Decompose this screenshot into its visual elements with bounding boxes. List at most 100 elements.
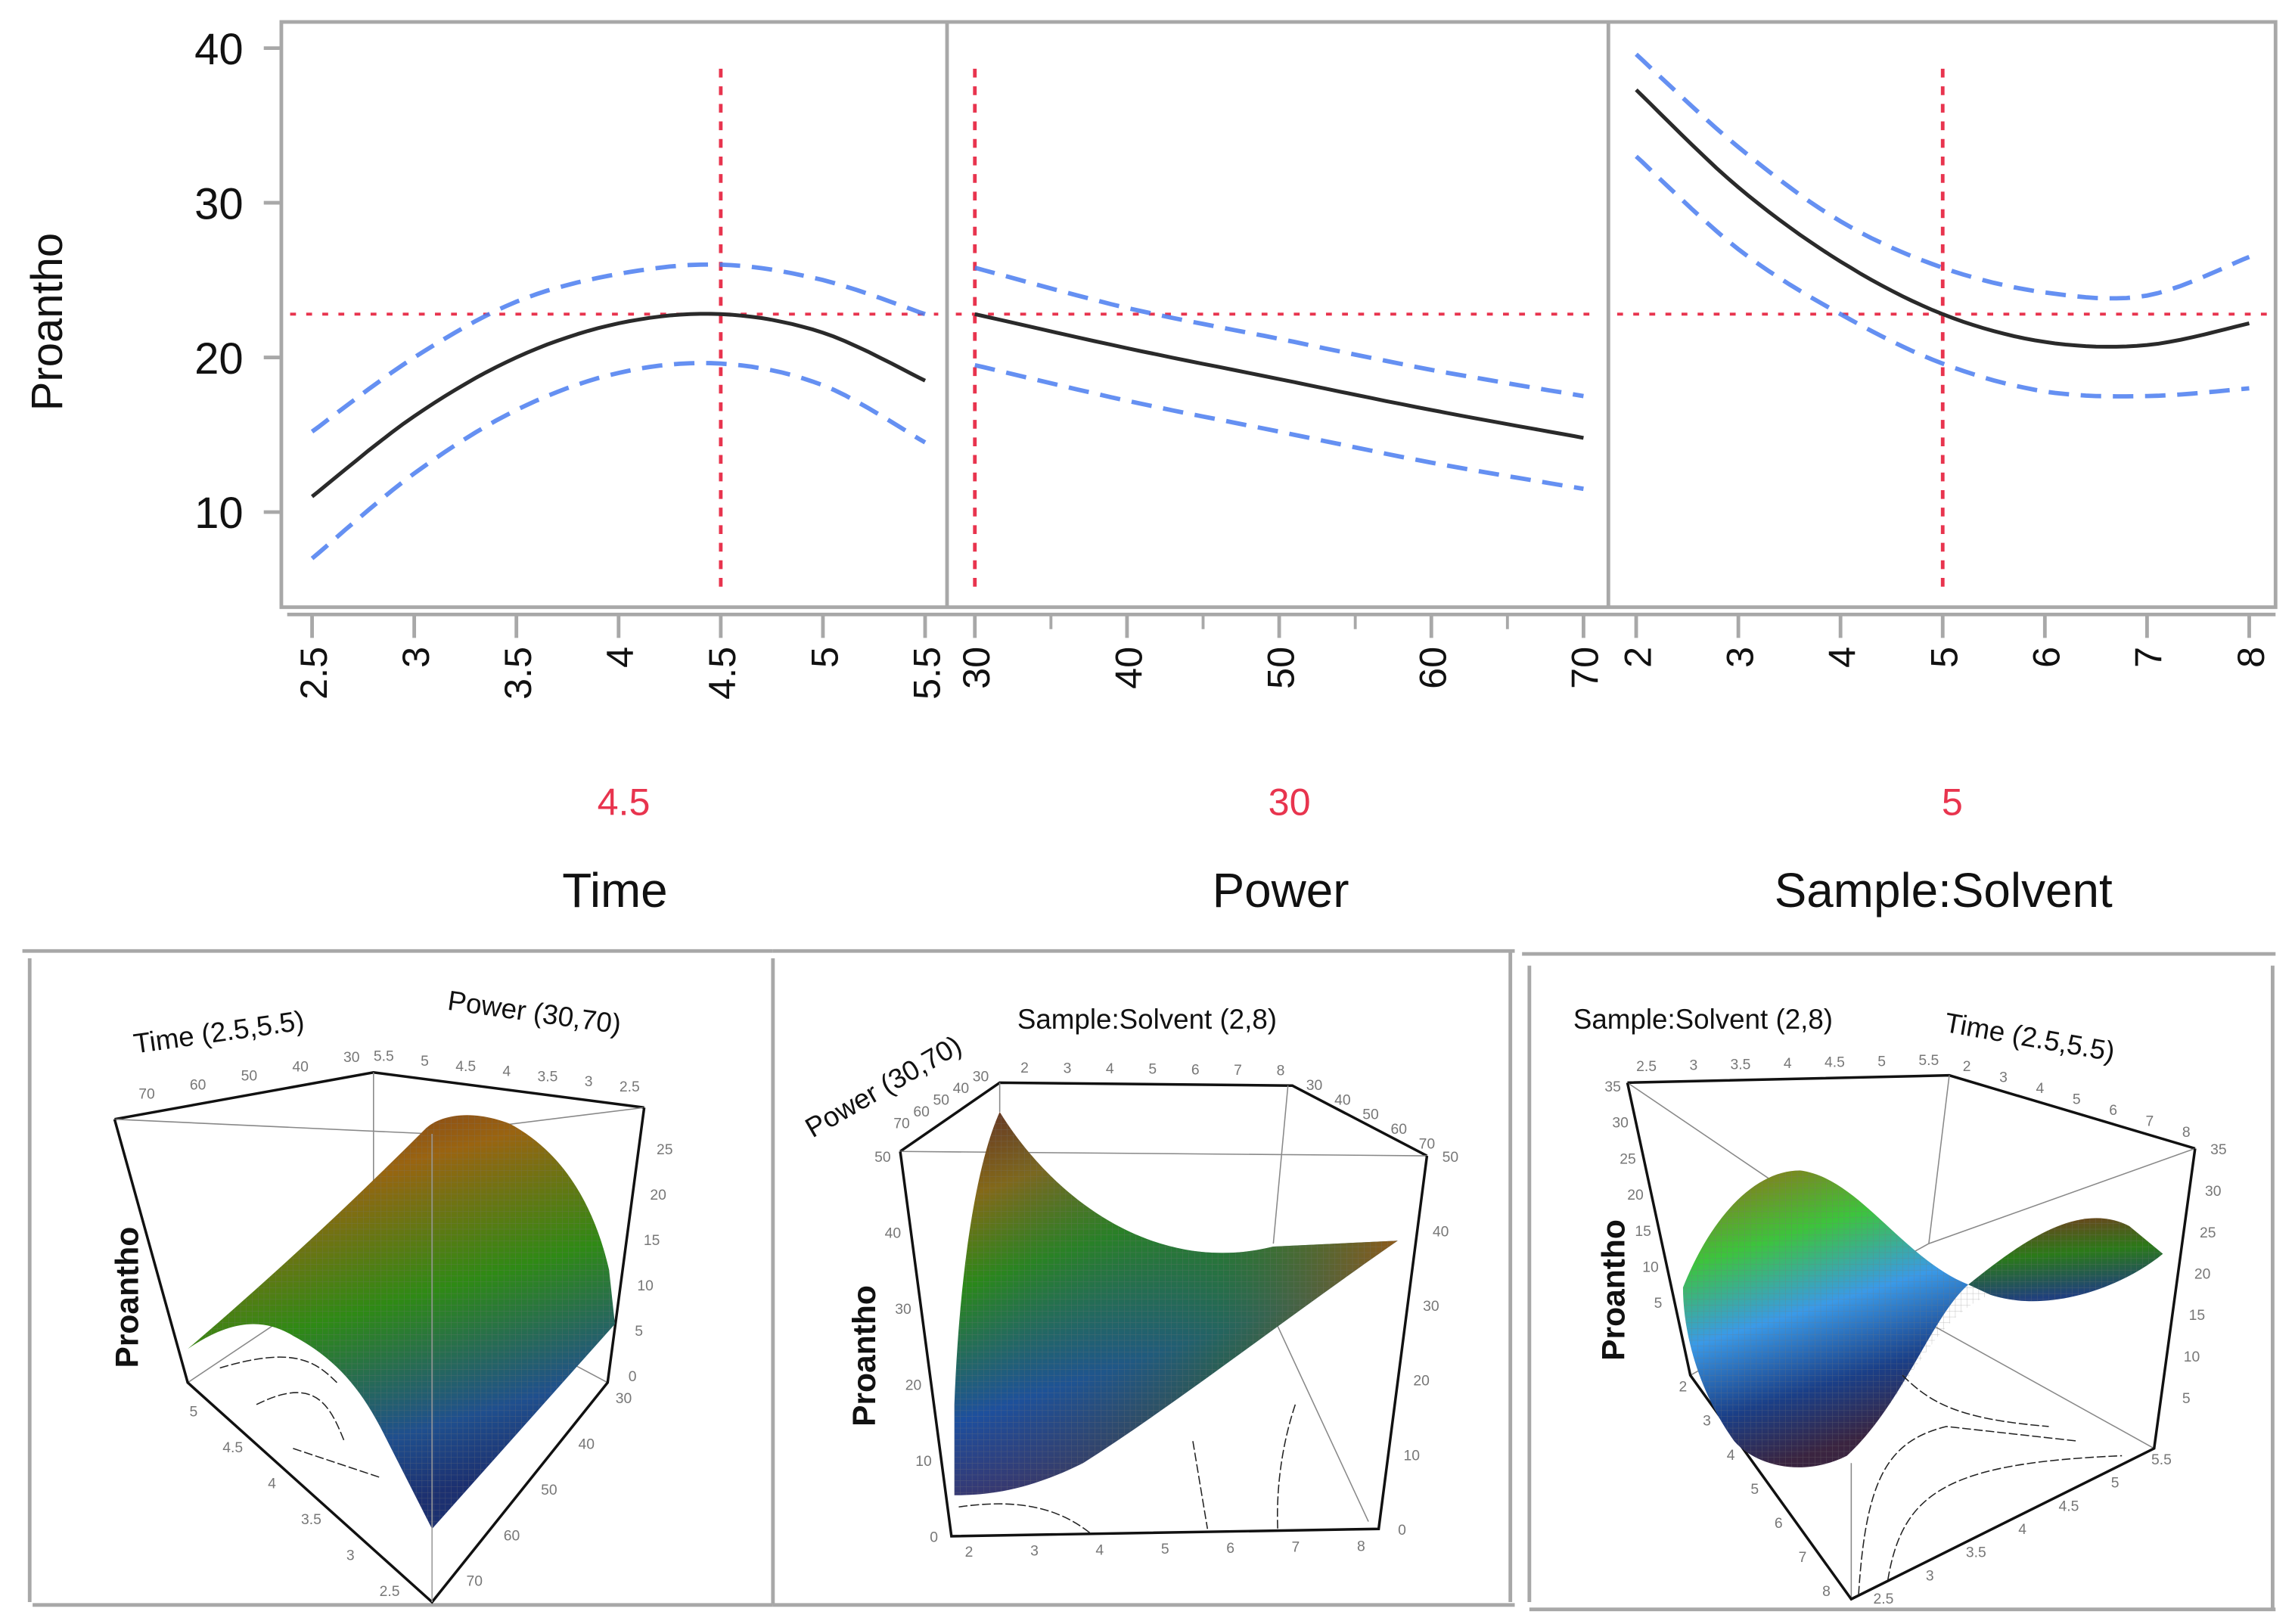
surface-tick-label: 2.5 [1873, 1591, 1893, 1607]
surface-tick-label: 50 [874, 1149, 891, 1166]
surface-tick-label: 30 [1612, 1115, 1628, 1132]
surface-tick-label: 5.5 [2151, 1452, 2172, 1468]
surface-tick-label: 70 [1419, 1135, 1436, 1152]
axis-title-solvent: Sample:Solvent (2,8) [1017, 1004, 1277, 1035]
axis-title-solvent: Sample:Solvent (2,8) [1573, 1004, 1833, 1035]
current-value[interactable]: 4.5 [598, 780, 651, 823]
upper-ci-curve [310, 262, 926, 433]
surface-tick-label: 60 [504, 1527, 520, 1544]
surface-tick-label: 10 [637, 1278, 654, 1294]
surface-tick-label: 15 [2189, 1307, 2206, 1324]
axis-title-power: Power (30,70) [800, 1029, 967, 1144]
surface-tick-label: 40 [953, 1080, 970, 1097]
surface-plot-solvent-power: Power (30,70) Sample:Solvent (2,8) Proan… [771, 949, 1515, 1607]
x-tick-label: 5 [1923, 647, 1966, 668]
panel-border [1522, 952, 2276, 1612]
surface-tick-label: 6 [1191, 1061, 1200, 1078]
surface-tick-label: 60 [913, 1104, 930, 1120]
surface-tick-label: 40 [1334, 1091, 1351, 1108]
surface-tick-label: 15 [644, 1232, 660, 1249]
current-value[interactable]: 30 [1269, 780, 1311, 823]
axis-title-power: Power (30,70) [446, 985, 623, 1040]
surface-tick-label: 7 [1234, 1062, 1242, 1079]
predicted-curve [310, 312, 927, 498]
surface-tick-label: 2.5 [620, 1079, 640, 1095]
surface-mesh [1682, 1170, 2163, 1467]
x-tick-label: 5.5 [905, 647, 948, 700]
surface-tick-label: 4.5 [222, 1439, 243, 1456]
surface-tick-label: 40 [885, 1225, 902, 1241]
surface-tick-label: 3 [1064, 1060, 1072, 1076]
upper-ci-curve [1635, 52, 2250, 301]
plot-frame [279, 20, 2278, 610]
surface-tick-label: 5.5 [374, 1048, 394, 1064]
surface-tick-label: 7 [2146, 1113, 2154, 1129]
surface-plot-solvent-time: Sample:Solvent (2,8) Time (2.5,5.5) Proa… [1522, 952, 2276, 1612]
surface-tick-label: 30 [973, 1068, 989, 1085]
x-tick-label: 4.5 [700, 647, 744, 700]
y-axis: 10 20 30 40 [194, 25, 281, 538]
prediction-profiler: Proantho 10 20 30 40 2.5 3 3.5 4 4.5 5 5.5 4.5 Time… [23, 20, 2278, 918]
surface-tick-label: 70 [893, 1115, 910, 1132]
surface-plot-time-power: Time (2.5,5.5) Power (30,70) Proantho 70… [22, 949, 773, 1607]
surface-tick-label: 50 [1362, 1107, 1379, 1123]
surface-tick-label: 0 [1398, 1522, 1406, 1539]
x-tick-label: 5 [803, 647, 846, 668]
surface-tick-label: 3 [1030, 1543, 1039, 1560]
surface-tick-label: 25 [1620, 1150, 1636, 1167]
surface-tick-label: 5.5 [1918, 1052, 1939, 1069]
surface-tick-label: 4 [1106, 1060, 1114, 1077]
x-tick-label: 7 [2127, 647, 2170, 668]
contour-lines [219, 1356, 381, 1479]
surface-tick-label: 5 [1654, 1295, 1663, 1312]
profile-panel-time: 2.5 3 3.5 4 4.5 5 5.5 4.5 Time [290, 68, 948, 918]
surface-tick-label: 3 [1703, 1413, 1711, 1430]
surface-tick-label: 4.5 [455, 1058, 476, 1075]
factor-label: Sample:Solvent [1775, 863, 2113, 918]
surface-tick-label: 5 [1161, 1541, 1169, 1557]
surface-tick-label: 2 [1020, 1060, 1029, 1076]
surface-tick-label: 30 [616, 1390, 632, 1407]
x-tick-label: 70 [1564, 647, 1607, 689]
surface-tick-label: 5 [190, 1403, 198, 1420]
surface-tick-label: 60 [190, 1077, 207, 1094]
surface-tick-label: 3 [346, 1548, 355, 1564]
x-tick-label: 4 [1821, 647, 1864, 668]
x-tick-label: 30 [955, 647, 998, 689]
surface-tick-label: 70 [138, 1086, 155, 1103]
lower-ci-curve [310, 360, 927, 560]
surface-tick-label: 8 [1822, 1583, 1831, 1600]
surface-tick-label: 7 [1292, 1539, 1300, 1556]
y-tick-label: 20 [194, 334, 244, 383]
surface-tick-label: 5 [421, 1053, 429, 1070]
surface-tick-label: 5 [2073, 1091, 2081, 1107]
surface-tick-label: 30 [895, 1301, 911, 1318]
surface-tick-label: 3 [1926, 1567, 1934, 1584]
current-value[interactable]: 5 [1942, 780, 1963, 823]
surface-tick-label: 5 [2182, 1390, 2191, 1407]
x-tick-label: 4 [598, 647, 641, 668]
surface-tick-label: 5 [1750, 1481, 1759, 1498]
surface-tick-label: 50 [241, 1067, 258, 1084]
surface-tick-label: 3.5 [1731, 1056, 1751, 1073]
surface-tick-label: 5 [1148, 1061, 1157, 1078]
panel-border [771, 949, 1515, 1607]
surface-tick-label: 5 [635, 1323, 643, 1340]
x-tick-label: 3 [394, 647, 437, 668]
surface-tick-label: 10 [1642, 1259, 1659, 1275]
z-axis-title: Proantho [1596, 1219, 1632, 1361]
surface-tick-label: 50 [933, 1091, 950, 1108]
surface-tick-label: 40 [578, 1436, 595, 1452]
y-tick-label: 30 [194, 179, 244, 228]
surface-tick-label: 4 [2036, 1080, 2045, 1097]
surface-tick-label: 20 [650, 1187, 666, 1203]
surface-tick-label: 4 [1784, 1055, 1792, 1072]
surface-tick-label: 5 [1877, 1053, 1886, 1070]
axis-title-time: Time (2.5,5.5) [132, 1005, 306, 1059]
surface-tick-label: 3 [1689, 1057, 1697, 1074]
surface-tick-label: 0 [930, 1529, 938, 1546]
z-axis-title: Proantho [109, 1227, 145, 1368]
surface-tick-label: 70 [467, 1573, 483, 1590]
